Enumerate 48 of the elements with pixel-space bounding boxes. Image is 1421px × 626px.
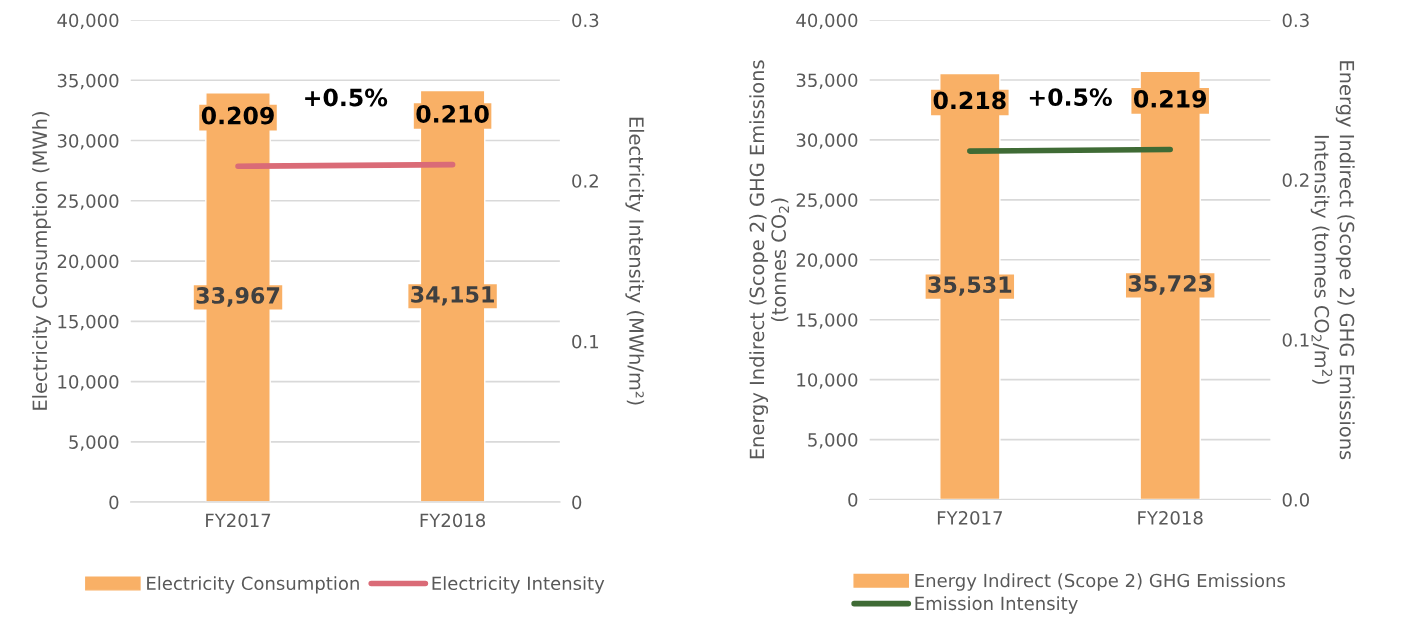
x-tick-label: FY2018 — [420, 513, 486, 528]
data-label: 35,531 — [928, 276, 1012, 296]
y2-tick-label: 0.1 — [572, 334, 599, 349]
y2-tick-label: 0.0 — [1282, 493, 1309, 507]
y-tick-label: 35,000 — [57, 73, 119, 90]
legend-label: Electricity Consumption — [147, 576, 359, 594]
data-label: 0.219 — [1133, 89, 1207, 108]
y-axis-title: Energy Indirect (Scope 2) GHG Emissions (tonnes CO$_{2}$) — [749, 60, 789, 459]
y2-tick-label: 0 — [572, 495, 582, 510]
x-tick-label: FY2017 — [206, 513, 271, 528]
x-tick-label: FY2017 — [937, 510, 1002, 525]
y-tick-label: 10,000 — [797, 373, 858, 389]
legend-label: Emission Intensity — [915, 596, 1078, 614]
data-label: 0.218 — [933, 91, 1006, 110]
y-axis-title: Electricity Consumption (MWh) — [32, 112, 51, 410]
data-label: 34,151 — [411, 285, 494, 306]
y-tick-label: 35,000 — [796, 73, 858, 89]
annotation: +0.5% — [1029, 88, 1112, 106]
y-tick-label: 25,000 — [57, 194, 119, 210]
y-tick-label: 10,000 — [58, 375, 119, 391]
y-tick-label: 25,000 — [796, 193, 858, 209]
y-tick-label: 0 — [848, 493, 858, 507]
y-tick-label: 40,000 — [57, 13, 119, 29]
y-tick-label: 20,000 — [796, 253, 858, 269]
y-tick-label: 15,000 — [58, 314, 119, 331]
data-label: 0.209 — [201, 106, 274, 125]
legend-label: Energy Indirect (Scope 2) GHG Emissions — [915, 573, 1286, 591]
legend-label: Electricity Intensity — [432, 576, 605, 594]
y2-tick-label: 0.3 — [1282, 13, 1309, 28]
data-label: 33,967 — [196, 287, 280, 307]
y-tick-label: 30,000 — [57, 134, 119, 150]
y2-tick-label: 0.1 — [1282, 333, 1309, 347]
y2-tick-label: 0.3 — [572, 13, 599, 28]
y-tick-label: 5,000 — [808, 433, 858, 449]
x-tick-label: FY2018 — [1138, 510, 1203, 525]
y2-axis-title: Electricity Intensity (MWh/m²) — [625, 117, 645, 405]
y-tick-label: 20,000 — [57, 254, 119, 270]
data-label: 35,723 — [1128, 275, 1212, 295]
y-tick-label: 30,000 — [796, 133, 858, 149]
y-tick-label: 15,000 — [797, 313, 858, 329]
y2-tick-label: 0.2 — [572, 174, 598, 188]
y-tick-label: 5,000 — [69, 435, 119, 451]
y-tick-label: 0 — [109, 495, 119, 510]
annotation: +0.5% — [305, 88, 388, 107]
y2-tick-label: 0.2 — [1282, 173, 1309, 187]
y2-axis-title: Energy Indirect (Scope 2) GHG Emissions Intensity (tonnes CO$_{2}$/m$^{2}$) — [1310, 61, 1355, 460]
y-tick-label: 40,000 — [796, 13, 858, 29]
data-label: 0.210 — [416, 105, 489, 123]
